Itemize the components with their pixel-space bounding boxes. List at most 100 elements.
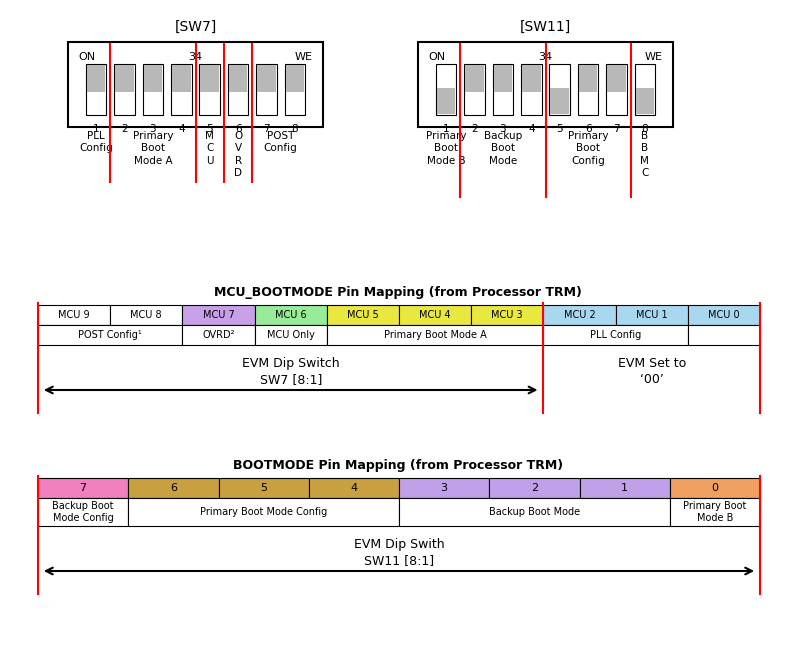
Text: PLL Config: PLL Config [590, 330, 642, 340]
Text: MCU 4: MCU 4 [419, 310, 451, 320]
Bar [579, 478, 669, 498]
Bar [286, 65, 304, 92]
Bar [615, 305, 688, 325]
Text: 4: 4 [350, 483, 357, 493]
Text: Primary
Boot
Config: Primary Boot Config [568, 131, 608, 165]
Bar [578, 64, 599, 115]
Text: Primary Boot Mode Config: Primary Boot Mode Config [200, 507, 327, 517]
Bar [437, 88, 455, 114]
Text: MCU 8: MCU 8 [131, 310, 162, 320]
Bar [256, 64, 277, 115]
Text: 8: 8 [291, 124, 298, 134]
Text: 8: 8 [642, 124, 648, 134]
Text: ON: ON [428, 52, 445, 62]
Text: Primary
Boot
Mode B: Primary Boot Mode B [426, 131, 466, 165]
Bar [544, 305, 615, 325]
Bar [171, 64, 192, 115]
Bar [38, 325, 182, 345]
Bar [142, 64, 163, 115]
Bar [182, 305, 255, 325]
Text: 7: 7 [263, 124, 270, 134]
Text: MCU 0: MCU 0 [708, 310, 739, 320]
Bar [255, 305, 327, 325]
Bar [549, 64, 570, 115]
Text: POST Config¹: POST Config¹ [78, 330, 142, 340]
Text: WE: WE [645, 52, 663, 62]
Text: 7: 7 [80, 483, 87, 493]
Text: Backup Boot
Mode Config: Backup Boot Mode Config [53, 501, 114, 523]
Text: 6: 6 [585, 124, 591, 134]
Text: 4: 4 [528, 124, 535, 134]
Text: WE: WE [295, 52, 313, 62]
Bar [68, 42, 323, 127]
Bar [128, 478, 218, 498]
Text: 1: 1 [93, 124, 100, 134]
Bar [522, 65, 540, 92]
Bar [218, 478, 309, 498]
Text: 5: 5 [260, 483, 267, 493]
Bar [228, 65, 248, 92]
Bar [115, 65, 134, 92]
Text: OVRD²: OVRD² [202, 330, 235, 340]
Bar [399, 478, 490, 498]
Bar [494, 65, 512, 92]
Text: 0: 0 [712, 483, 718, 493]
Bar [128, 498, 399, 526]
Text: [SW11]: [SW11] [520, 20, 571, 34]
Text: MCU Only: MCU Only [267, 330, 314, 340]
Bar [669, 498, 760, 526]
Bar [464, 64, 485, 115]
Bar [493, 64, 513, 115]
Bar [309, 478, 399, 498]
Bar [182, 325, 255, 345]
Bar [688, 305, 760, 325]
Bar [255, 325, 327, 345]
Text: MCU_BOOTMODE Pin Mapping (from Processor TRM): MCU_BOOTMODE Pin Mapping (from Processor… [214, 286, 582, 299]
Bar [38, 478, 128, 498]
Bar [201, 65, 219, 92]
Bar [327, 325, 544, 345]
Text: 2: 2 [121, 124, 128, 134]
Text: 34: 34 [189, 52, 202, 62]
Text: 2: 2 [471, 124, 478, 134]
Bar [669, 478, 760, 498]
Text: 7: 7 [613, 124, 620, 134]
Text: 6: 6 [235, 124, 241, 134]
Bar [327, 305, 399, 325]
Bar [115, 64, 135, 115]
Text: BOOTMODE Pin Mapping (from Processor TRM): BOOTMODE Pin Mapping (from Processor TRM… [233, 459, 563, 472]
Bar [436, 64, 456, 115]
Text: Primary
Boot
Mode A: Primary Boot Mode A [133, 131, 174, 165]
Text: EVM Dip Switch
SW7 [8:1]: EVM Dip Switch SW7 [8:1] [242, 357, 340, 386]
Text: 1: 1 [443, 124, 450, 134]
Bar [399, 305, 471, 325]
Text: MCU 1: MCU 1 [636, 310, 668, 320]
Bar [285, 64, 305, 115]
Bar [579, 65, 597, 92]
Bar [110, 305, 182, 325]
Text: Primary Boot
Mode B: Primary Boot Mode B [683, 501, 747, 523]
Bar [257, 65, 275, 92]
Bar [87, 65, 105, 92]
Bar [634, 64, 655, 115]
Text: ON: ON [78, 52, 96, 62]
Bar [551, 88, 569, 114]
Bar [471, 305, 544, 325]
Text: 6: 6 [170, 483, 177, 493]
Bar [418, 42, 673, 127]
Text: EVM Dip Swith
SW11 [8:1]: EVM Dip Swith SW11 [8:1] [353, 538, 444, 567]
Text: POST
Config: POST Config [263, 131, 298, 153]
Bar [607, 65, 626, 92]
Bar [521, 64, 541, 115]
Text: MCU 6: MCU 6 [275, 310, 306, 320]
Text: 3: 3 [500, 124, 506, 134]
Text: [SW7]: [SW7] [174, 20, 217, 34]
Text: 3: 3 [441, 483, 447, 493]
Bar [490, 478, 579, 498]
Text: 1: 1 [621, 483, 628, 493]
Text: MCU 2: MCU 2 [564, 310, 595, 320]
Text: MCU 9: MCU 9 [58, 310, 90, 320]
Text: Backup Boot Mode: Backup Boot Mode [489, 507, 580, 517]
Bar [607, 64, 626, 115]
Text: 2: 2 [531, 483, 538, 493]
